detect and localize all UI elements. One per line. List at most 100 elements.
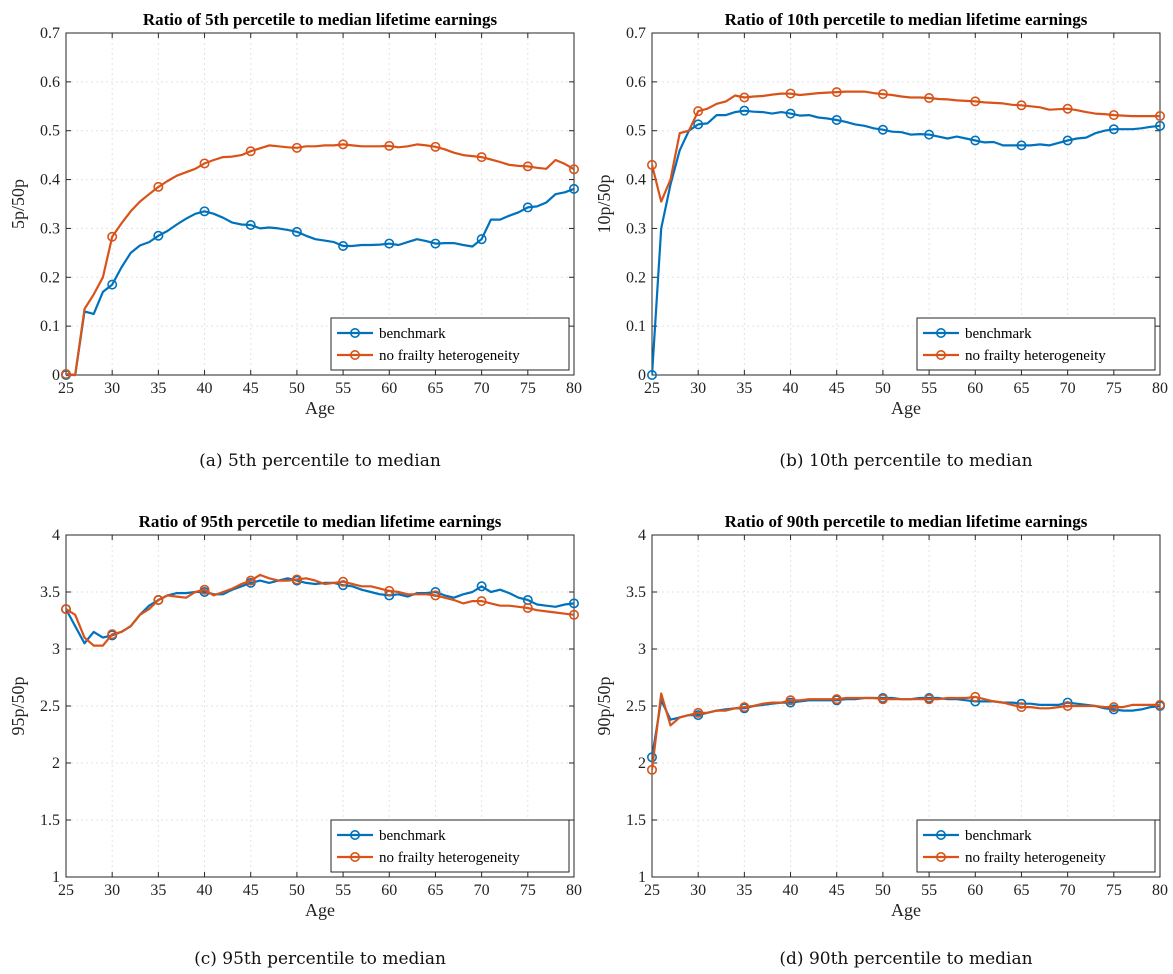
series-line-no-frailty: [66, 573, 574, 647]
data-point: [877, 124, 888, 135]
panel-caption: (b) 10th percentile to median: [779, 451, 1032, 471]
y-tick-label: 1.5: [40, 812, 60, 829]
y-tick-label: 1.5: [626, 812, 646, 829]
panel-caption: (a) 5th percentile to median: [199, 451, 441, 471]
x-tick-label: 70: [474, 380, 490, 397]
data-point: [1062, 135, 1073, 146]
y-tick-label: 1: [638, 869, 646, 886]
data-point: [1155, 120, 1166, 131]
x-tick-label: 50: [875, 380, 891, 397]
x-tick-label: 50: [875, 882, 891, 899]
x-tick-label: 60: [967, 380, 983, 397]
legend: benchmark no frailty heterogeneity: [916, 317, 1156, 371]
data-point: [924, 129, 935, 140]
x-tick-label: 25: [644, 882, 660, 899]
x-tick-label: 45: [829, 380, 845, 397]
legend-marker: [349, 327, 360, 338]
x-tick-label: 55: [335, 882, 351, 899]
data-point: [970, 691, 981, 702]
data-point: [107, 279, 118, 290]
data-point: [199, 584, 210, 595]
legend-box: [916, 819, 1156, 873]
data-point: [153, 230, 164, 241]
data-point: [568, 609, 579, 620]
data-point: [877, 89, 888, 100]
data-point: [245, 575, 256, 586]
x-tick-label: 60: [381, 380, 397, 397]
x-tick-label: 30: [690, 380, 706, 397]
x-tick-label: 65: [1013, 882, 1029, 899]
x-tick-label: 45: [243, 380, 259, 397]
data-point: [384, 140, 395, 151]
y-tick-label: 0.1: [626, 318, 646, 335]
legend-marker: [935, 327, 946, 338]
legend-box: [330, 317, 570, 371]
x-tick-label: 35: [150, 882, 166, 899]
axes-frame: [651, 32, 1161, 376]
data-point: [107, 629, 118, 640]
y-tick-label: 0.4: [626, 172, 646, 189]
data-point: [476, 581, 487, 592]
data-point: [785, 108, 796, 119]
data-point: [291, 226, 302, 237]
data-point: [693, 707, 704, 718]
series-line-no-frailty: [66, 143, 574, 377]
data-point: [739, 702, 750, 713]
x-tick-label: 55: [335, 380, 351, 397]
data-point: [1016, 702, 1027, 713]
legend-label: benchmark: [965, 326, 1032, 342]
data-point: [1016, 140, 1027, 151]
x-tick-label: 70: [1060, 882, 1076, 899]
legend-label: benchmark: [965, 828, 1032, 844]
x-tick-label: 60: [967, 882, 983, 899]
series-line-no-frailty: [652, 90, 1160, 203]
data-point: [430, 141, 441, 152]
x-axis-label: Age: [305, 900, 335, 920]
data-point: [785, 88, 796, 99]
data-point: [430, 238, 441, 249]
y-tick-label: 2.5: [40, 698, 60, 715]
data-point: [568, 598, 579, 609]
y-tick-label: 3.5: [40, 584, 60, 601]
chart-panel-d: 25 30 35 40 45 50 55 60 65 70 75 80 1 1.5 2 2.5 3 3.5 4 Rat…: [594, 512, 1168, 969]
chart-title: Ratio of 5th percetile to median lifetim…: [143, 10, 498, 29]
y-tick-label: 0.4: [40, 172, 60, 189]
data-point: [970, 96, 981, 107]
data-point: [522, 161, 533, 172]
x-tick-label: 75: [1106, 380, 1122, 397]
chart-title: Ratio of 10th percetile to median lifeti…: [725, 10, 1088, 29]
data-point: [785, 695, 796, 706]
x-tick-label: 80: [566, 882, 582, 899]
y-tick-label: 3: [52, 641, 60, 658]
chart-panel-a: 25 30 35 40 45 50 55 60 65 70 75 80 0 0.1 0.2 0.3 0.4 0.5…: [8, 10, 582, 471]
data-point: [924, 92, 935, 103]
x-tick-label: 40: [197, 882, 213, 899]
x-tick-label: 80: [1152, 882, 1168, 899]
x-tick-label: 55: [921, 380, 937, 397]
data-point: [646, 369, 657, 380]
series-line-benchmark: [66, 187, 574, 377]
y-tick-label: 0: [638, 367, 646, 384]
x-tick-label: 45: [829, 882, 845, 899]
data-point: [970, 135, 981, 146]
y-tick-label: 4: [638, 527, 646, 544]
x-tick-label: 80: [566, 380, 582, 397]
data-point: [522, 602, 533, 613]
data-point: [153, 181, 164, 192]
legend: benchmark no frailty heterogeneity: [916, 819, 1156, 873]
x-tick-label: 35: [150, 380, 166, 397]
x-tick-label: 35: [736, 380, 752, 397]
y-tick-label: 2: [638, 755, 646, 772]
data-point: [338, 241, 349, 252]
data-point: [1016, 100, 1027, 111]
legend-label: benchmark: [379, 828, 446, 844]
y-tick-label: 0: [52, 367, 60, 384]
legend-label: no frailty heterogeneity: [379, 348, 520, 364]
y-tick-label: 0.6: [40, 74, 60, 91]
data-point: [384, 585, 395, 596]
legend-box: [330, 819, 570, 873]
legend: benchmark no frailty heterogeneity: [330, 317, 570, 371]
data-point: [1155, 111, 1166, 122]
data-point: [291, 574, 302, 585]
